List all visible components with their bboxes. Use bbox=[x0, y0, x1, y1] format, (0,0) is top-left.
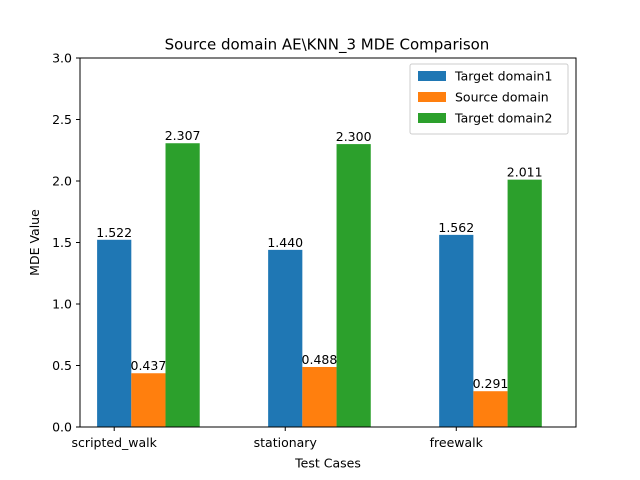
legend-swatch bbox=[418, 92, 446, 102]
bar bbox=[131, 373, 166, 427]
bar-value-label: 0.437 bbox=[131, 358, 167, 373]
legend-swatch bbox=[418, 113, 446, 123]
legend-label: Target domain2 bbox=[454, 111, 552, 126]
x-tick-label: freewalk bbox=[430, 435, 484, 450]
y-tick-label: 0.0 bbox=[52, 420, 72, 435]
y-axis: 0.0 0.5 1.0 1.5 2.0 2.5 3.0 bbox=[52, 51, 80, 435]
legend-swatch bbox=[418, 71, 446, 81]
bar-value-label: 2.011 bbox=[507, 165, 543, 180]
plot-frame bbox=[79, 57, 577, 428]
x-tick-label: scripted_walk bbox=[72, 435, 158, 450]
y-tick-label: 1.5 bbox=[52, 235, 72, 250]
bars-group bbox=[97, 143, 542, 427]
x-axis: scripted_walk stationary freewalk bbox=[72, 427, 484, 450]
data-labels-group: 1.522 1.440 1.562 0.437 0.488 0.291 2.307 2.300… bbox=[96, 128, 542, 391]
y-tick-label: 1.0 bbox=[52, 297, 72, 312]
bar bbox=[165, 143, 200, 427]
legend-label: Target domain1 bbox=[454, 69, 552, 84]
bar bbox=[302, 366, 337, 427]
x-axis-label: Test Cases bbox=[294, 456, 361, 471]
y-tick-label: 0.5 bbox=[52, 358, 72, 373]
bar-value-label: 2.307 bbox=[165, 128, 201, 143]
legend: Target domain1 Source domain Target domain… bbox=[409, 63, 569, 135]
bar bbox=[268, 249, 303, 427]
bar bbox=[439, 234, 474, 427]
bar-value-label: 2.300 bbox=[336, 129, 372, 144]
bar-value-label: 1.522 bbox=[96, 225, 132, 240]
bar bbox=[97, 239, 132, 427]
y-axis-label: MDE Value bbox=[27, 209, 42, 276]
y-tick-label: 2.0 bbox=[52, 174, 72, 189]
chart-title: Source domain AE\KNN_3 MDE Comparison bbox=[165, 36, 490, 55]
y-tick-label: 3.0 bbox=[52, 51, 72, 66]
bar-value-label: 1.562 bbox=[438, 220, 474, 235]
legend-label: Source domain bbox=[455, 90, 549, 105]
bar-value-label: 1.440 bbox=[267, 235, 303, 250]
bar-value-label: 0.488 bbox=[302, 352, 338, 367]
bar bbox=[473, 391, 508, 427]
y-tick-label: 2.5 bbox=[52, 112, 72, 127]
x-tick-label: stationary bbox=[254, 435, 318, 450]
bar bbox=[507, 179, 542, 427]
bar bbox=[336, 144, 371, 427]
bar-value-label: 0.291 bbox=[473, 376, 509, 391]
legend-box bbox=[409, 63, 569, 135]
